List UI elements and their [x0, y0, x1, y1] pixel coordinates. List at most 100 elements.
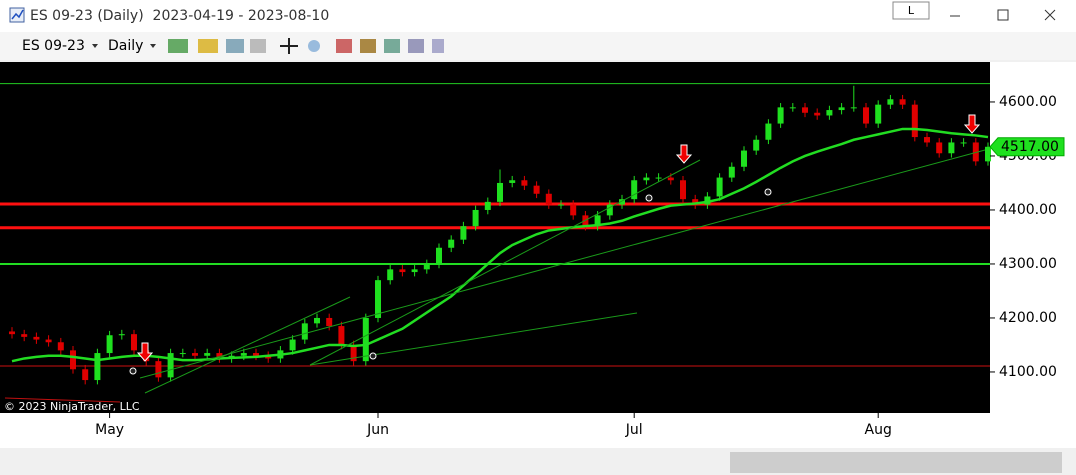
candle-body	[838, 107, 845, 111]
candle-body	[521, 180, 528, 186]
candle-body	[741, 150, 747, 167]
drawings	[4, 114, 986, 403]
candle-body	[606, 204, 613, 216]
x-tick-label: Jun	[366, 422, 389, 438]
candle-body	[82, 369, 89, 381]
candle-body	[948, 142, 955, 154]
maximize[interactable]	[997, 9, 1009, 21]
icon[interactable]	[360, 39, 376, 53]
candle-body	[704, 196, 711, 205]
window-title: ES 09-23 (Daily) 2023-04-19 - 2023-08-10	[30, 8, 329, 24]
scrollbar-thumb[interactable]	[730, 452, 1062, 473]
candle-body	[484, 201, 491, 210]
candle-body	[631, 180, 638, 200]
last-price-tag	[989, 137, 1065, 157]
signal-arrow	[963, 114, 981, 134]
marker-dot	[764, 188, 772, 196]
close[interactable]	[1044, 9, 1056, 21]
icon[interactable]	[408, 39, 424, 53]
candle-body	[436, 247, 442, 264]
icon[interactable]	[280, 38, 298, 54]
icon[interactable]	[432, 39, 444, 53]
marker-dot	[645, 194, 653, 202]
candle-body	[960, 142, 967, 144]
candle-body	[594, 215, 601, 227]
candle-body	[924, 137, 930, 143]
signal-arrow	[675, 144, 693, 164]
candle-body	[570, 204, 577, 216]
icon[interactable]	[250, 39, 266, 53]
link-button[interactable]	[892, 1, 930, 20]
candle-body	[472, 209, 479, 227]
y-tick-label: 4100.00	[999, 364, 1057, 380]
trend-line	[309, 159, 701, 366]
icon[interactable]	[226, 39, 244, 53]
candle-body	[326, 317, 333, 327]
candle-body	[423, 263, 430, 270]
candle-body	[167, 353, 174, 378]
trend-line	[309, 312, 638, 366]
icon[interactable]	[336, 39, 352, 53]
price-axis	[990, 62, 1076, 413]
candle-body	[655, 177, 662, 179]
moving-average	[11, 127, 989, 363]
x-tick-label: Aug	[865, 422, 892, 438]
candle-body	[680, 180, 686, 200]
candle-body	[192, 353, 198, 356]
candle-body	[448, 239, 455, 248]
candle-body	[875, 104, 882, 124]
icon[interactable]	[168, 39, 188, 53]
icon[interactable]	[308, 40, 320, 52]
candle-body	[802, 107, 808, 113]
y-tick-label: 4200.00	[999, 310, 1057, 326]
y-tick-label: 4600.00	[999, 94, 1057, 110]
signal-arrow	[136, 342, 154, 362]
candle-body	[667, 177, 674, 181]
candle-body	[70, 350, 76, 370]
candle-body	[289, 339, 296, 351]
candle-body	[972, 142, 979, 162]
candle-body	[387, 269, 394, 281]
candle-body	[301, 323, 308, 340]
candle-body	[863, 107, 869, 124]
icon[interactable]	[198, 39, 218, 53]
candle-body	[509, 180, 516, 183]
icon[interactable]	[384, 39, 400, 53]
candle-body	[887, 99, 894, 105]
candle-body	[375, 280, 381, 318]
candle-body	[558, 204, 564, 206]
copyright: © 2023 NinjaTrader, LLC	[4, 400, 140, 413]
candle-body	[460, 226, 467, 240]
candle-body	[765, 123, 772, 140]
marker-dot	[129, 367, 137, 375]
x-tick-label: Jul	[625, 422, 643, 438]
instrument-select[interactable]: ES 09-23	[22, 38, 85, 54]
last-price-label: 4517.00	[1001, 139, 1059, 155]
plot	[0, 83, 991, 385]
candle-body	[533, 185, 540, 194]
interval-select[interactable]: Daily	[108, 38, 143, 54]
candle-body	[106, 335, 113, 354]
toolbar-icons[interactable]	[168, 38, 444, 54]
candle-body	[545, 193, 552, 205]
plot-area	[0, 62, 990, 413]
link-button-label[interactable]: L	[908, 4, 915, 17]
candle-body	[777, 107, 784, 124]
candle-body	[936, 142, 943, 154]
y-tick-label: 4300.00	[999, 256, 1057, 272]
toolbar	[0, 32, 1076, 60]
candle-body	[204, 353, 211, 356]
candle-body	[911, 104, 918, 138]
candle-body	[497, 182, 503, 202]
candle-body	[692, 199, 699, 205]
trend-line	[4, 397, 121, 403]
candle-body	[118, 334, 125, 336]
candle-body	[619, 199, 625, 205]
candle-body	[643, 177, 650, 181]
candle-body	[753, 139, 760, 151]
time-axis	[0, 413, 1076, 448]
candle-body	[362, 317, 369, 362]
candle-body	[399, 269, 406, 273]
